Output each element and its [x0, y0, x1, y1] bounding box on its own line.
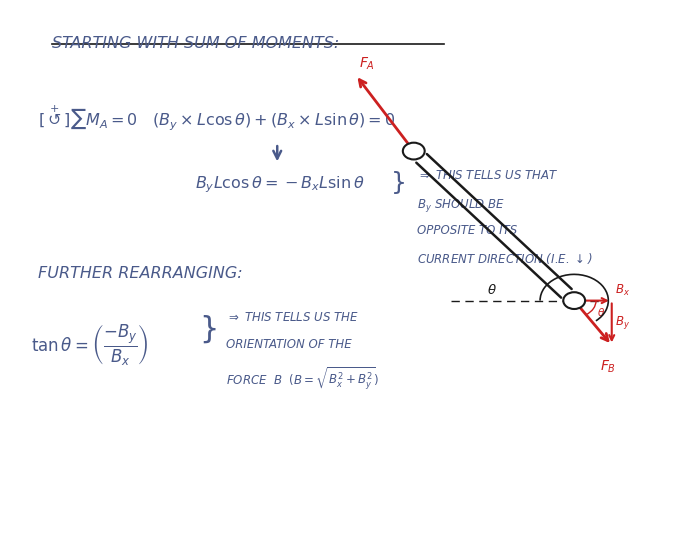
Text: $\Rightarrow$ THIS TELLS US THAT: $\Rightarrow$ THIS TELLS US THAT [417, 169, 559, 182]
Text: $\theta$: $\theta$ [487, 283, 498, 297]
Text: $\}$: $\}$ [199, 314, 216, 345]
Text: FURTHER REARRANGING:: FURTHER REARRANGING: [38, 266, 243, 281]
Ellipse shape [403, 143, 425, 159]
Text: ORIENTATION OF THE: ORIENTATION OF THE [226, 338, 352, 351]
Text: $\tan\theta = \left(\dfrac{-B_y}{B_x}\right)$: $\tan\theta = \left(\dfrac{-B_y}{B_x}\ri… [32, 321, 149, 367]
Text: $B_x$: $B_x$ [615, 283, 630, 298]
Text: $\}$: $\}$ [390, 169, 405, 197]
Text: CURRENT DIRECTION (I.E. $\downarrow$): CURRENT DIRECTION (I.E. $\downarrow$) [417, 251, 593, 266]
Text: $B_y L\cos\theta = -B_x L\sin\theta$: $B_y L\cos\theta = -B_x L\sin\theta$ [196, 175, 365, 195]
Text: STARTING WITH SUM OF MOMENTS:: STARTING WITH SUM OF MOMENTS: [52, 36, 339, 51]
Text: FORCE  B  $(B = \sqrt{B_x^2 + B_y^2})$: FORCE B $(B = \sqrt{B_x^2 + B_y^2})$ [226, 366, 379, 392]
Text: $F_B$: $F_B$ [600, 358, 616, 375]
Ellipse shape [563, 292, 585, 309]
Text: OPPOSITE TO ITS: OPPOSITE TO ITS [417, 224, 518, 237]
Text: $B_y$: $B_y$ [615, 314, 630, 332]
Text: $B_y$ SHOULD BE: $B_y$ SHOULD BE [417, 197, 505, 214]
Text: $\theta$: $\theta$ [598, 306, 605, 318]
Text: $[\overset{+}{\circlearrowleft}]\sum M_A = 0$   $(B_y \times L\cos\theta) + (B_x: $[\overset{+}{\circlearrowleft}]\sum M_A… [38, 104, 396, 133]
Text: $\Rightarrow$ THIS TELLS US THE: $\Rightarrow$ THIS TELLS US THE [226, 311, 359, 324]
Text: $F_A$: $F_A$ [359, 56, 375, 72]
